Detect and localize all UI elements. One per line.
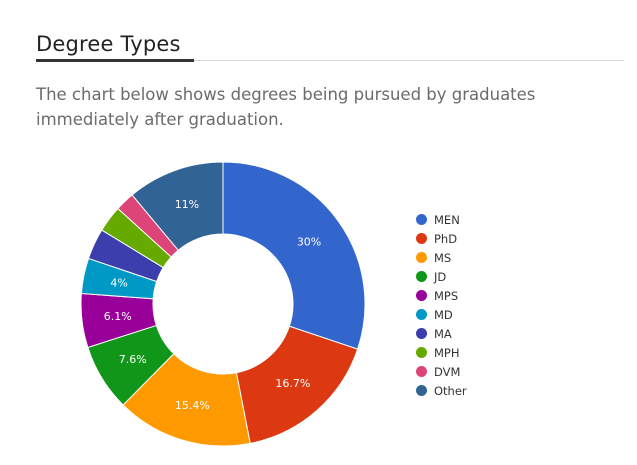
legend-swatch xyxy=(416,309,427,320)
legend-item-ms: MS xyxy=(416,248,467,267)
legend-swatch xyxy=(416,252,427,263)
legend-swatch xyxy=(416,271,427,282)
legend-swatch xyxy=(416,233,427,244)
section-title: Degree Types xyxy=(36,32,181,56)
chart-legend: MEN PhD MS JD MPS MD MA MPH DVM Other xyxy=(416,210,467,400)
legend-swatch xyxy=(416,328,427,339)
title-accent-bar xyxy=(36,59,194,62)
legend-swatch xyxy=(416,214,427,225)
legend-item-mps: MPS xyxy=(416,286,467,305)
legend-swatch xyxy=(416,385,427,396)
title-underline xyxy=(36,60,624,61)
legend-label: MEN xyxy=(434,212,460,227)
legend-label: MD xyxy=(434,307,453,322)
legend-item-other: Other xyxy=(416,381,467,400)
data-label-other: 11% xyxy=(175,198,199,211)
slice-men xyxy=(222,161,366,350)
legend-item-md: MD xyxy=(416,305,467,324)
data-label-md: 4% xyxy=(110,276,127,289)
data-label-mps: 6.1% xyxy=(104,310,132,323)
data-label-phd: 16.7% xyxy=(275,377,310,390)
legend-swatch xyxy=(416,290,427,301)
slice-phd xyxy=(235,325,359,444)
data-label-jd: 7.6% xyxy=(119,353,147,366)
legend-label: JD xyxy=(434,269,447,284)
slice-other xyxy=(131,161,224,251)
legend-swatch xyxy=(416,347,427,358)
legend-label: MS xyxy=(434,250,452,265)
legend-item-men: MEN xyxy=(416,210,467,229)
legend-label: MA xyxy=(434,326,452,341)
legend-item-jd: JD xyxy=(416,267,467,286)
section-description: The chart below shows degrees being purs… xyxy=(36,85,536,129)
legend-item-mph: MPH xyxy=(416,343,467,362)
legend-label: Other xyxy=(434,383,467,398)
legend-label: MPH xyxy=(434,345,460,360)
legend-label: DVM xyxy=(434,364,461,379)
legend-label: PhD xyxy=(434,231,458,246)
legend-label: MPS xyxy=(434,288,459,303)
legend-item-dvm: DVM xyxy=(416,362,467,381)
data-label-men: 30% xyxy=(297,236,321,249)
legend-item-ma: MA xyxy=(416,324,467,343)
legend-swatch xyxy=(416,366,427,377)
data-label-ms: 15.4% xyxy=(175,399,210,412)
legend-item-phd: PhD xyxy=(416,229,467,248)
